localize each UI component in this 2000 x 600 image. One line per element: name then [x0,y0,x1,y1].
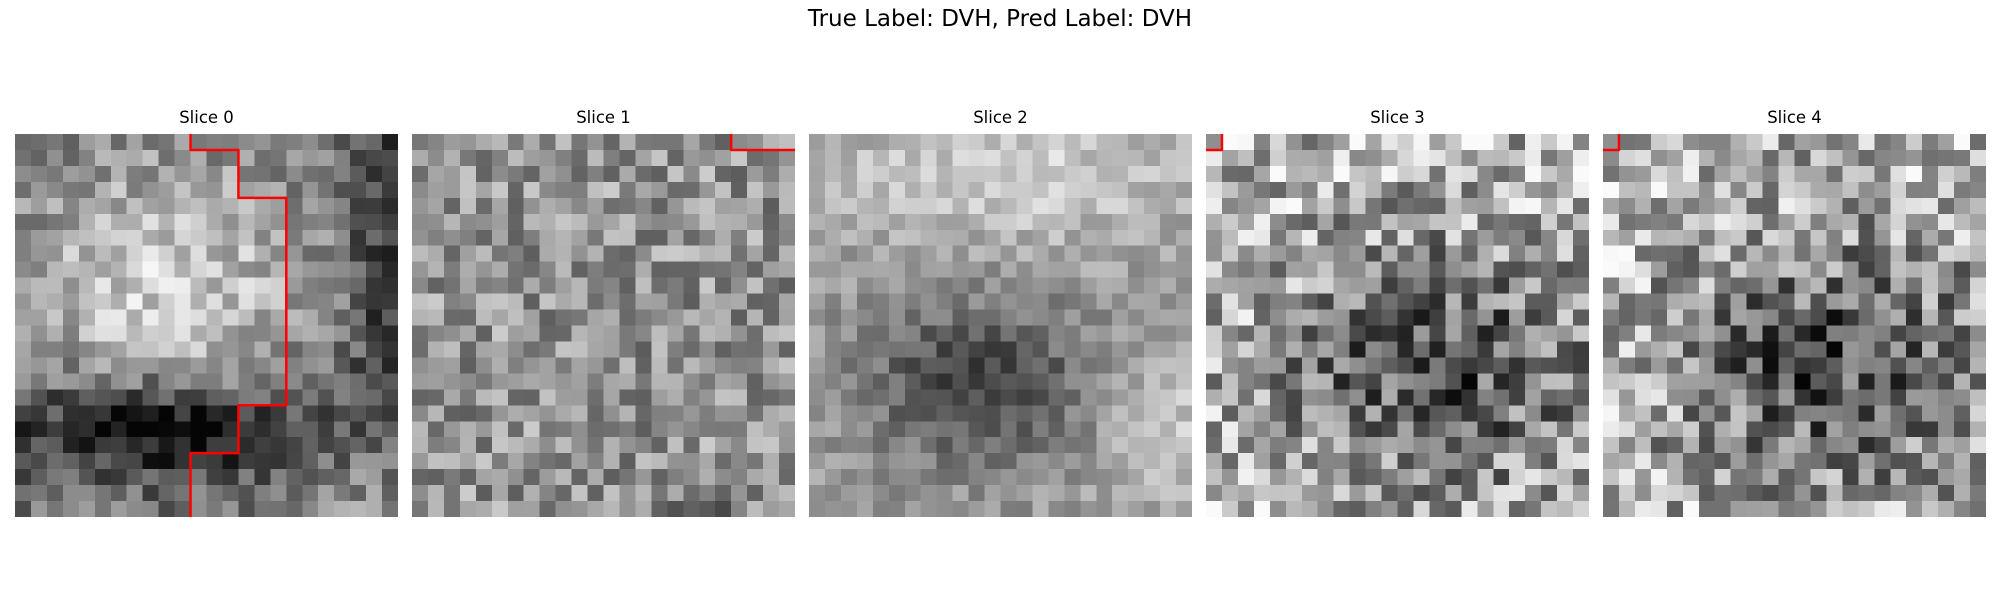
segmentation-contour [729,134,795,152]
slice-panel-4: Slice 4 [1603,108,1986,518]
slice-title: Slice 0 [179,108,234,127]
segmentation-contour [189,134,288,517]
figure-title: True Label: DVH, Pred Label: DVH [807,6,1193,32]
contour-line [1603,134,1621,152]
slice-image [412,134,795,517]
slice-title: Slice 4 [1767,108,1822,127]
contour-line [1206,134,1224,152]
slice-panel-0: Slice 0 [15,108,398,518]
segmentation-contour [809,134,1192,517]
slice-title: Slice 3 [1370,108,1425,127]
slice-panel-3: Slice 3 [1206,108,1589,518]
slice-image [809,134,1192,517]
slice-image [1206,134,1589,517]
slice-panel-2: Slice 2 [809,108,1192,518]
contour-line [189,134,288,517]
segmentation-contour [1603,134,1621,152]
slice-title: Slice 1 [576,108,631,127]
segmentation-contour [1206,134,1224,152]
contour-line [729,134,795,152]
slice-image [1603,134,1986,517]
slice-title: Slice 2 [973,108,1028,127]
slice-panel-1: Slice 1 [412,108,795,518]
